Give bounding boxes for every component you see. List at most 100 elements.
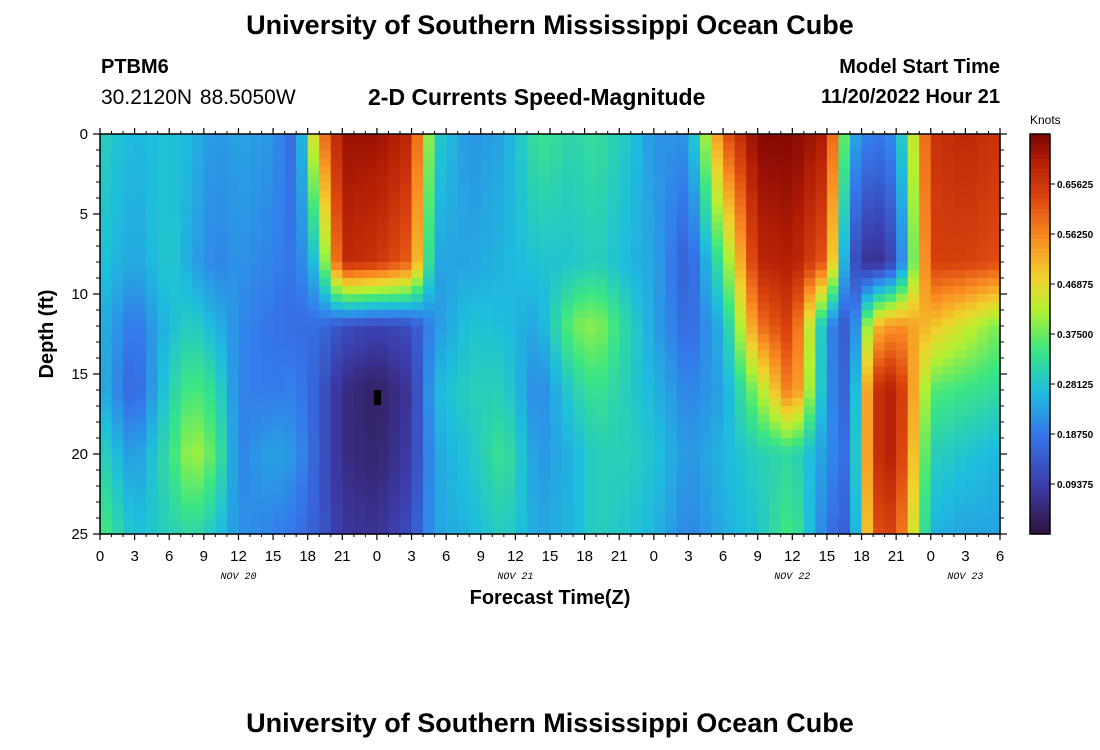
heatmap-cell — [319, 174, 332, 183]
heatmap-cell — [157, 422, 170, 431]
heatmap-cell — [665, 278, 678, 287]
heatmap-cell — [238, 438, 251, 447]
heatmap-cell — [538, 190, 551, 199]
heatmap-cell — [400, 518, 413, 527]
heatmap-cell — [503, 294, 516, 303]
heatmap-cell — [688, 198, 701, 207]
heatmap-cell — [700, 486, 713, 495]
heatmap-cell — [226, 310, 240, 319]
heatmap-cell — [838, 398, 851, 407]
heatmap-cell — [584, 494, 597, 503]
heatmap-cell — [192, 262, 205, 271]
heatmap-cell — [757, 326, 770, 335]
heatmap-cell — [526, 238, 540, 247]
colorbar-segment — [1030, 324, 1050, 330]
heatmap-cell — [700, 238, 713, 247]
heatmap-cell — [319, 374, 332, 383]
heatmap-cell — [480, 382, 493, 391]
heatmap-cell — [584, 510, 597, 519]
heatmap-cell — [157, 390, 170, 399]
heatmap-cell — [757, 350, 770, 359]
heatmap-cell — [815, 326, 828, 335]
heatmap-cell — [676, 150, 690, 159]
heatmap-cell — [192, 246, 205, 255]
heatmap-cell — [319, 262, 332, 271]
heatmap-cell — [423, 174, 436, 183]
heatmap-cell — [180, 518, 193, 527]
colorbar-segment — [1030, 489, 1050, 495]
heatmap-cell — [896, 366, 909, 375]
heatmap-cell — [965, 518, 978, 527]
heatmap-cell — [180, 342, 193, 351]
footer-title: University of Southern Mississippi Ocean… — [246, 708, 854, 738]
heatmap-cell — [388, 150, 401, 159]
heatmap-cell — [284, 518, 297, 527]
heatmap-cell — [838, 526, 851, 535]
heatmap-cell — [330, 254, 343, 263]
heatmap-cell — [653, 334, 666, 343]
heatmap-cell — [596, 286, 609, 295]
heatmap-cell — [192, 150, 205, 159]
heatmap-cell — [319, 406, 332, 415]
heatmap-cell — [561, 342, 574, 351]
heatmap-cell — [492, 374, 505, 383]
heatmap-cell — [757, 374, 770, 383]
heatmap-cell — [561, 158, 574, 167]
heatmap-cell — [469, 462, 482, 471]
heatmap-cell — [792, 366, 805, 375]
heatmap-cell — [584, 262, 597, 271]
heatmap-cell — [515, 350, 528, 359]
heatmap-cell — [111, 518, 124, 527]
heatmap-cell — [146, 502, 159, 511]
heatmap-cell — [976, 430, 990, 439]
heatmap-cell — [826, 390, 840, 399]
heatmap-cell — [273, 222, 286, 231]
heatmap-cell — [884, 198, 897, 207]
heatmap-cell — [203, 358, 216, 367]
heatmap-cell — [619, 470, 632, 479]
heatmap-cell — [607, 246, 620, 255]
heatmap-cell — [307, 358, 320, 367]
heatmap-cell — [157, 182, 170, 191]
heatmap-cell — [446, 518, 459, 527]
heatmap-cell — [423, 142, 436, 151]
colorbar-segment — [1030, 319, 1050, 325]
colorbar-segment — [1030, 199, 1050, 205]
heatmap-cell — [792, 238, 805, 247]
heatmap-cell — [769, 270, 782, 279]
heatmap-cell — [757, 158, 770, 167]
heatmap-cell — [411, 318, 424, 327]
heatmap-cell — [307, 366, 320, 375]
heatmap-cell — [988, 390, 1001, 399]
heatmap-cell — [192, 390, 205, 399]
heatmap-cell — [976, 262, 990, 271]
heatmap-cell — [711, 158, 724, 167]
heatmap-cell — [688, 526, 701, 535]
heatmap-cell — [111, 510, 124, 519]
heatmap-cell — [342, 486, 355, 495]
heatmap-cell — [688, 518, 701, 527]
heatmap-cell — [976, 214, 990, 223]
heatmap-cell — [330, 478, 343, 487]
heatmap-cell — [284, 142, 297, 151]
heatmap-cell — [526, 134, 540, 143]
heatmap-cell — [676, 206, 690, 215]
heatmap-cell — [803, 486, 816, 495]
heatmap-cell — [492, 358, 505, 367]
heatmap-cell — [734, 502, 747, 511]
heatmap-cell — [976, 358, 990, 367]
heatmap-cell — [653, 422, 666, 431]
heatmap-cell — [850, 470, 863, 479]
heatmap-cell — [584, 358, 597, 367]
heatmap-cell — [134, 446, 147, 455]
heatmap-cell — [850, 206, 863, 215]
heatmap-cell — [907, 254, 920, 263]
heatmap-cell — [676, 262, 690, 271]
heatmap-cell — [584, 502, 597, 511]
heatmap-cell — [169, 326, 182, 335]
heatmap-cell — [792, 294, 805, 303]
heatmap-cell — [653, 318, 666, 327]
heatmap-cell — [596, 326, 609, 335]
heatmap-cell — [676, 526, 690, 535]
heatmap-cell — [688, 342, 701, 351]
